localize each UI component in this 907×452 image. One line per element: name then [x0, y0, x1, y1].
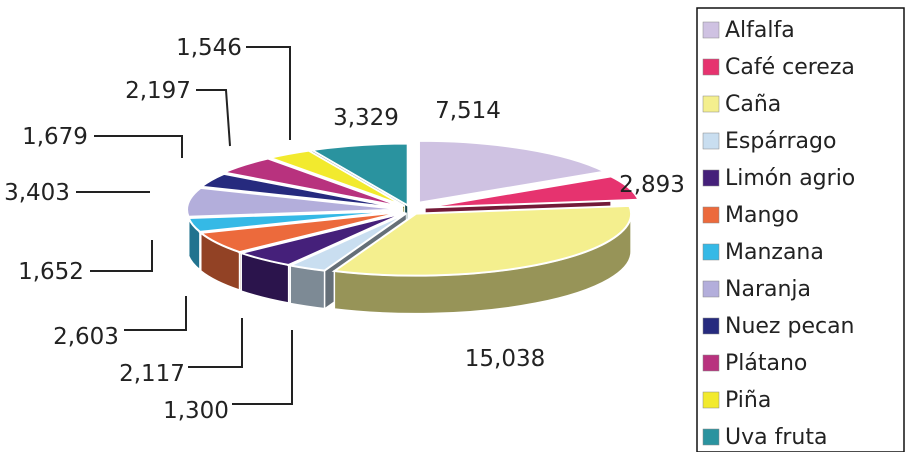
slice-alfalfa [417, 139, 608, 204]
legend-swatch-alfalfa [702, 21, 720, 39]
data-label-naranja: 3,403 [4, 180, 70, 206]
legend-swatch-uva-fruta [702, 428, 720, 446]
slice-cafe-cereza [424, 175, 640, 209]
legend-swatch-platano [702, 354, 720, 372]
legend-label-limon-agrio: Limón agrio [725, 166, 855, 191]
leader-line-pina [246, 46, 291, 140]
legend-label-naranja: Naranja [725, 277, 811, 302]
slice-mango [198, 210, 404, 254]
data-label-platano: 2,197 [125, 78, 191, 104]
leader-line-nuez-pecan [94, 135, 183, 158]
leader-line-esparrago [232, 330, 293, 405]
legend-swatch-mango [702, 206, 720, 224]
legend-label-cafe-cereza: Café cereza [725, 55, 855, 80]
slice-esparrago [286, 212, 407, 272]
slice-tops [186, 139, 640, 277]
slice-platano [220, 157, 403, 208]
leader-line-manzana [90, 240, 153, 272]
legend-swatch-pina [702, 391, 720, 409]
data-label-esparrago: 1,300 [163, 398, 229, 424]
data-label-uva-fruta: 3,329 [333, 105, 399, 131]
slice-pina [266, 149, 406, 208]
legend-swatch-manzana [702, 243, 720, 261]
slice-uva-fruta [308, 142, 409, 208]
legend-label-esparrago: Espárrago [725, 129, 836, 154]
leader-line-mango [124, 296, 187, 331]
slice-naranja [186, 186, 403, 218]
legend-label-uva-fruta: Uva fruta [725, 425, 827, 450]
legend-label-pina: Piña [725, 388, 771, 413]
leader-lines [76, 46, 293, 405]
data-label-cafe-cereza: 2,893 [619, 172, 685, 198]
data-label-limon-agrio: 2,117 [119, 361, 185, 387]
legend-label-manzana: Manzana [725, 240, 824, 265]
legend: Alfalfa Café cereza Caña Espárrago Limón agr… [696, 7, 905, 452]
data-label-manzana: 1,652 [18, 259, 84, 285]
legend-label-platano: Plátano [725, 351, 807, 376]
data-label-mango: 2,603 [53, 324, 119, 350]
legend-label-cana: Caña [725, 92, 781, 117]
leader-line-platano [196, 89, 231, 147]
legend-swatch-limon-agrio [702, 169, 720, 187]
data-label-cana: 15,038 [465, 346, 545, 372]
slice-limon-agrio [237, 211, 406, 267]
data-label-alfalfa: 7,514 [435, 98, 501, 124]
slice-nuez-pecan [198, 172, 404, 210]
legend-swatch-cana [702, 95, 720, 113]
data-label-nuez-pecan: 1,679 [22, 124, 88, 150]
legend-swatch-nuez-pecan [702, 317, 720, 335]
legend-swatch-esparrago [702, 132, 720, 150]
legend-swatch-naranja [702, 280, 720, 298]
legend-box [696, 7, 905, 452]
legend-label-mango: Mango [725, 203, 799, 228]
leader-line-limon-agrio [188, 318, 243, 368]
legend-swatch-cafe-cereza [702, 58, 720, 76]
slice-side-esparrago [289, 264, 326, 310]
legend-label-alfalfa: Alfalfa [725, 18, 795, 43]
slice-cana [331, 204, 633, 277]
data-label-pina: 1,546 [176, 35, 242, 61]
legend-label-nuez-pecan: Nuez pecan [725, 314, 855, 339]
slice-manzana [187, 209, 403, 233]
